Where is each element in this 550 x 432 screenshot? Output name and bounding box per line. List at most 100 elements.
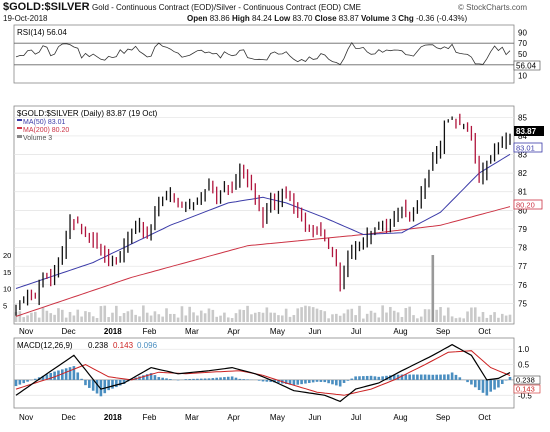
volume-bar [149, 315, 153, 322]
macd-histogram-bar [265, 379, 269, 382]
volume-legend: Volume 3 [23, 135, 52, 142]
price-tick-label: 84 [518, 132, 527, 141]
macd-histogram-bar [311, 379, 315, 383]
macd-tag: 0.238 [516, 376, 535, 385]
month-tick-label: Feb [143, 327, 157, 336]
macd-tick-label: 1.0 [518, 345, 530, 354]
volume-bar [138, 316, 141, 322]
macd-histogram-bar [396, 374, 400, 380]
volume-bar [165, 308, 168, 322]
macd-histogram-bar [373, 376, 377, 380]
macd-histogram-bar [99, 379, 103, 397]
macd-histogram-bar [165, 378, 168, 380]
macd-line [15, 343, 511, 403]
macd-histogram-bar [485, 379, 489, 396]
rsi-legend: RSI(14) 56.04 [17, 28, 67, 37]
macd-histogram-bar [238, 378, 242, 380]
open-value: 83.86 [209, 14, 230, 23]
volume-bar [257, 312, 261, 322]
volume-bar [284, 308, 288, 322]
macd-histogram-bar [192, 378, 195, 380]
volume-bar [246, 305, 249, 322]
volume-bar [153, 311, 157, 322]
macd-histogram-bar [234, 377, 238, 380]
volume-bar [462, 318, 465, 322]
volume-bar [396, 312, 400, 322]
month-tick-label: Mar [185, 413, 199, 422]
macd-histogram-bar [288, 379, 292, 385]
volume-bar [362, 318, 365, 322]
month-tick-label: Jul [351, 327, 361, 336]
price-tick-label: 76 [518, 281, 527, 290]
month-tick-label: Nov [19, 327, 33, 336]
macd-histogram-bar [22, 379, 26, 384]
volume-bar [199, 310, 203, 322]
macd-histogram-bar [292, 379, 296, 386]
macd-histogram-bar [196, 378, 199, 380]
macd-histogram [14, 366, 512, 397]
macd-histogram-bar [315, 379, 319, 382]
volume-bar [134, 314, 137, 322]
volume-bar [431, 255, 435, 322]
macd-histogram-bar [335, 379, 338, 386]
volume-bar [454, 318, 458, 322]
volume-bar [188, 306, 191, 322]
macd-histogram-bar [416, 374, 419, 380]
macd-histogram-bar [157, 377, 161, 380]
volume-bar [485, 317, 489, 322]
macd-histogram-bar [207, 378, 211, 380]
volume-bar [481, 312, 485, 322]
macd-histogram-bar [84, 379, 87, 386]
macd-histogram-bar [199, 378, 203, 380]
macd-histogram-bar [439, 374, 442, 380]
volume-bar [72, 315, 76, 322]
change-label: Chg [398, 14, 414, 23]
macd-histogram-bar [184, 379, 188, 380]
volume-bar [26, 315, 29, 322]
volume-bar [61, 309, 64, 322]
histogram-legend-value: 0.096 [137, 341, 158, 350]
macd-tick-label: -0.5 [518, 391, 532, 400]
volume-bar [122, 313, 126, 322]
month-tick-label: Dec [61, 327, 75, 336]
macd-histogram-bar [323, 379, 327, 383]
macd-histogram-bar [477, 379, 481, 391]
month-tick-label: 2018 [104, 327, 122, 336]
price-tick-label: 77 [518, 262, 527, 271]
volume-bar [107, 317, 110, 322]
macd-histogram-bar [385, 375, 388, 380]
macd-histogram-bar [369, 375, 373, 380]
month-tick-label: Jun [308, 327, 321, 336]
volume-bar [323, 311, 327, 322]
volume-bar [111, 312, 114, 322]
macd-histogram-bar [242, 379, 246, 380]
rsi-value-tag: 56.04 [516, 62, 537, 71]
volume-bar [215, 316, 218, 322]
macd-histogram-bar [327, 379, 330, 384]
volume-bar [277, 315, 280, 322]
volume-bar [412, 315, 415, 322]
volume-bar [269, 312, 273, 322]
macd-histogram-bar [354, 376, 357, 380]
volume-bar [265, 307, 269, 322]
macd-histogram-bar [454, 374, 458, 380]
ma50-tag: 83.01 [516, 144, 535, 153]
high-value: 84.24 [251, 14, 272, 23]
volume-bar [180, 306, 184, 322]
volume-bar [242, 309, 246, 322]
month-tick-label: Dec [61, 413, 75, 422]
volume-tick-label: 10 [3, 285, 11, 294]
volume-bar [18, 311, 22, 322]
volume-bar [446, 307, 450, 322]
chart-date: 19-Oct-2018 [3, 14, 48, 23]
macd-histogram-bar [493, 379, 496, 390]
macd-histogram-bar [215, 377, 218, 380]
macd-histogram-bar [14, 379, 18, 387]
month-tick-label: Apr [227, 413, 240, 422]
volume-bar [226, 317, 230, 322]
macd-histogram-bar [261, 379, 265, 382]
macd-histogram-bar [331, 379, 334, 385]
macd-histogram-bar [246, 379, 249, 380]
macd-histogram-bar [508, 376, 512, 380]
macd-histogram-bar [226, 376, 230, 380]
